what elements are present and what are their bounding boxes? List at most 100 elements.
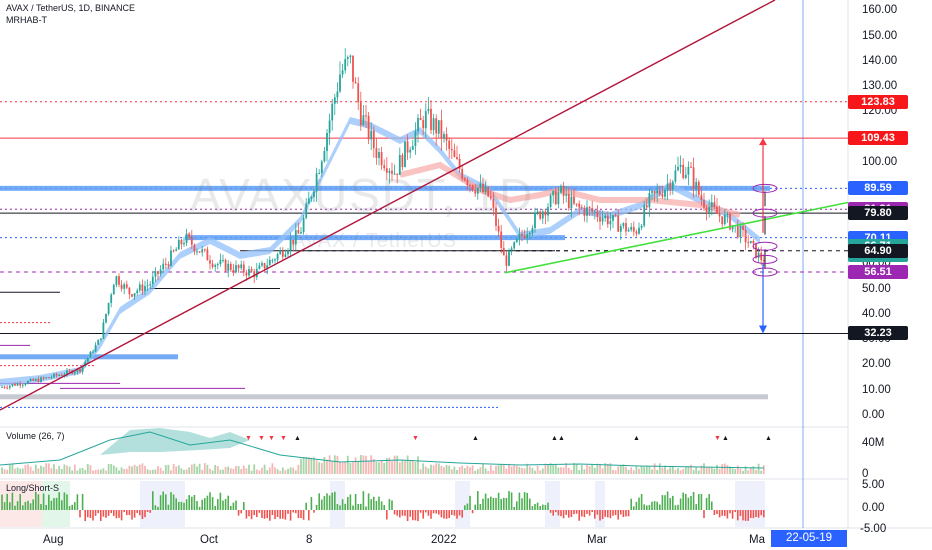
candle-body xyxy=(53,373,55,378)
candle-body xyxy=(333,97,336,104)
ls-bar xyxy=(370,499,372,510)
ls-bar xyxy=(292,510,294,513)
ls-background xyxy=(735,481,765,527)
arrow-head xyxy=(759,325,767,334)
ls-bar xyxy=(152,491,154,510)
candle-body xyxy=(591,208,594,212)
candle-body xyxy=(523,235,526,239)
volume-bar xyxy=(396,455,399,474)
ls-bar xyxy=(565,510,567,515)
volume-bar xyxy=(560,467,562,474)
ls-bar xyxy=(703,510,705,519)
candle-body xyxy=(609,220,612,225)
ls-bar xyxy=(354,493,357,510)
candle-body xyxy=(565,194,568,196)
time-axis-label: 8 xyxy=(306,534,313,546)
ls-bar xyxy=(240,510,242,514)
candle-body xyxy=(664,190,666,197)
candle-body xyxy=(284,254,287,257)
ls-bar xyxy=(172,494,175,510)
volume-bar xyxy=(479,467,482,474)
volume-bar xyxy=(458,467,461,474)
symbol-title[interactable]: AVAX / TetherUS, 1D, BINANCE xyxy=(6,3,136,13)
candle-body xyxy=(11,384,14,386)
volume-bar xyxy=(11,464,14,474)
ls-title[interactable]: Long/Short-S xyxy=(6,483,60,493)
candle-body xyxy=(721,216,724,225)
candle-body xyxy=(736,225,739,238)
volume-bar xyxy=(172,463,175,474)
ls-bar xyxy=(713,510,716,515)
ls-bar xyxy=(128,510,131,516)
candle-body xyxy=(554,191,557,205)
ls-bar xyxy=(737,510,739,521)
candle-body xyxy=(388,170,391,173)
ls-bar xyxy=(282,510,284,519)
candle-body xyxy=(19,383,22,386)
ls-bar xyxy=(617,510,619,520)
candle-body xyxy=(726,213,729,215)
ls-bar xyxy=(456,510,458,519)
ls-bar xyxy=(105,510,107,518)
ls-bar xyxy=(313,510,315,513)
ls-bar xyxy=(136,510,138,513)
volume-bar xyxy=(6,469,9,474)
volume-bar xyxy=(24,465,27,474)
candle-body xyxy=(744,230,747,243)
volume-title[interactable]: Volume (26, 7) xyxy=(6,431,65,441)
candle-body xyxy=(250,269,253,272)
volume-bar xyxy=(99,469,102,474)
ls-bar xyxy=(349,494,352,510)
volume-bar xyxy=(380,460,383,474)
volume-bar xyxy=(526,463,529,474)
candle-body xyxy=(513,242,516,249)
ls-bar xyxy=(53,498,55,510)
volume-bar xyxy=(674,469,677,474)
candle-body xyxy=(196,251,198,253)
volume-bar xyxy=(336,455,339,474)
volume-bar xyxy=(328,455,331,474)
candle-body xyxy=(120,284,123,289)
volume-bar xyxy=(32,470,35,474)
candle-body xyxy=(136,290,139,294)
ls-bar xyxy=(1,494,3,510)
price-tag: 89.59 xyxy=(848,181,908,195)
candle-body xyxy=(479,184,482,188)
ls-bar xyxy=(505,498,508,510)
volume-bar xyxy=(492,470,495,474)
indicator-title[interactable]: MRHAB-T xyxy=(6,15,47,25)
candle-body xyxy=(401,154,404,168)
ls-bar xyxy=(739,510,742,517)
volume-bar xyxy=(357,461,360,474)
ls-bar xyxy=(614,510,617,516)
signal-marker: ▼ xyxy=(268,435,275,442)
ls-bar xyxy=(542,504,544,510)
candle-body xyxy=(445,134,448,141)
ls-bar xyxy=(141,510,144,520)
candle-body xyxy=(625,223,627,232)
candle-body xyxy=(414,131,417,147)
time-axis-label: 2022 xyxy=(431,534,457,546)
ls-bar xyxy=(549,510,552,513)
volume-bar xyxy=(318,462,321,474)
price-axis-label: 50.00 xyxy=(862,282,891,295)
candle-body xyxy=(323,150,326,162)
volume-bar xyxy=(677,468,679,474)
price-tag: 32.23 xyxy=(848,326,908,340)
candle-body xyxy=(253,271,256,278)
ls-bar xyxy=(222,500,224,510)
ls-bar xyxy=(497,492,500,510)
volume-bar xyxy=(14,468,16,474)
long-short-bars xyxy=(0,481,765,527)
ls-bar xyxy=(336,504,339,510)
ls-bar xyxy=(445,510,448,519)
candle-body xyxy=(367,115,370,140)
ls-bar xyxy=(698,494,700,510)
ls-bar xyxy=(604,510,606,517)
ls-bar xyxy=(583,510,586,518)
volume-bar xyxy=(427,468,430,474)
volume-bar xyxy=(302,456,305,474)
volume-bar xyxy=(211,470,214,474)
volume-bar xyxy=(541,468,544,474)
